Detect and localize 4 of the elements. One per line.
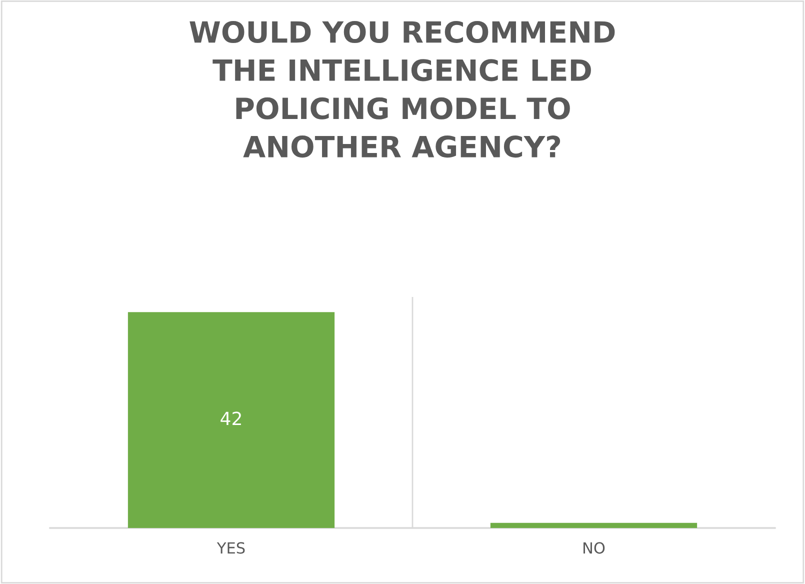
x-tick-label: NO	[584, 542, 605, 554]
data-label: 42	[220, 412, 241, 426]
x-tick-label: YES	[216, 542, 245, 554]
chart-title: WOULD YOU RECOMMEND THE INTELLIGENCE LED POLICING MODEL TO ANOTHER AGENCY?	[190, 20, 615, 158]
